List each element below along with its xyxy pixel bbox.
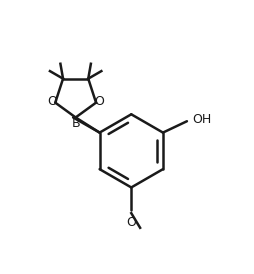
Text: O: O	[94, 95, 104, 108]
Text: OH: OH	[192, 113, 211, 127]
Text: B: B	[72, 116, 81, 130]
Text: O: O	[126, 216, 136, 229]
Text: O: O	[47, 95, 57, 108]
